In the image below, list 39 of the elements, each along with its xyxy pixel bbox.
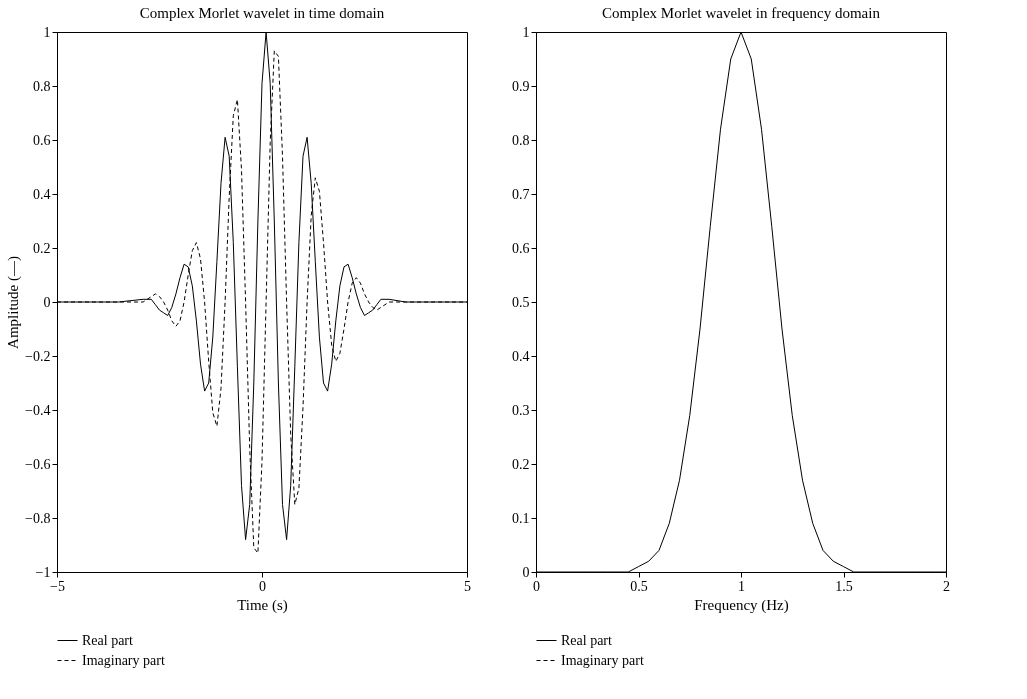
y-tick-label: 0.8 (512, 132, 530, 148)
x-tick-label: 0.5 (630, 578, 648, 594)
y-tick-label: 0.7 (512, 186, 530, 202)
y-tick-label: 0.2 (512, 456, 530, 472)
legend-label: Real part (561, 632, 613, 648)
x-axis-title: Frequency (Hz) (694, 596, 789, 614)
legend-label: Imaginary part (82, 652, 165, 668)
y-tick-label: 0.9 (512, 78, 530, 94)
x-tick-label: 1 (738, 578, 745, 594)
x-tick-label: 0 (259, 578, 266, 594)
y-tick-label: 0.5 (512, 294, 530, 310)
y-tick-label: −0.2 (25, 348, 51, 364)
y-tick-label: 0.6 (512, 240, 530, 256)
y-tick-label: −1 (35, 564, 51, 580)
legend-label: Imaginary part (561, 652, 644, 668)
y-tick-label: 0.4 (33, 186, 51, 202)
y-tick-label: −0.6 (25, 456, 51, 472)
x-tick-label: 1.5 (835, 578, 853, 594)
chart-title: Complex Morlet wavelet in time domain (139, 5, 385, 21)
y-axis-title: Amplitude (—) (5, 256, 23, 349)
y-tick-label: 0.4 (512, 348, 530, 364)
y-tick-label: 1 (43, 24, 51, 40)
y-tick-label: 0.3 (512, 402, 530, 418)
x-tick-label: −5 (50, 578, 65, 594)
y-tick-label: −0.4 (25, 402, 51, 418)
x-axis-title: Time (s) (237, 596, 288, 614)
y-tick-label: 1 (522, 24, 530, 40)
y-tick-label: 0.2 (33, 240, 51, 256)
x-tick-label: 2 (943, 578, 950, 594)
legend-label: Real part (82, 632, 134, 648)
y-tick-label: 0.1 (512, 510, 530, 526)
y-tick-label: 0.8 (33, 78, 51, 94)
y-tick-label: 0.6 (33, 132, 51, 148)
y-tick-label: 0 (522, 564, 530, 580)
y-tick-label: 0 (43, 294, 51, 310)
x-tick-label: 5 (464, 578, 471, 594)
y-tick-label: −0.8 (25, 510, 51, 526)
x-tick-label: 0 (533, 578, 540, 594)
chart-title: Complex Morlet wavelet in frequency domain (602, 5, 881, 21)
